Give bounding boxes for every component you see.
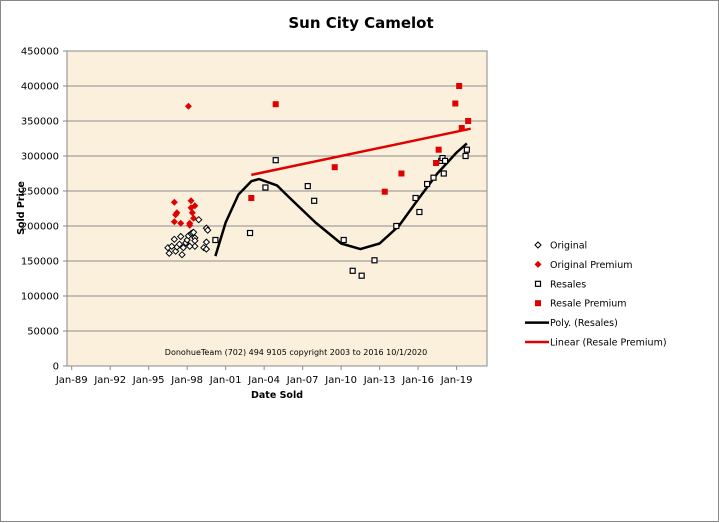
data-point-original-premium: [188, 209, 196, 217]
data-point-resales: [262, 184, 269, 191]
x-tick-label: Jan-13: [363, 375, 396, 386]
legend: Original Original Premium Resales Resale Pr…: [525, 241, 667, 349]
data-point-original: [202, 238, 211, 246]
data-point-resales: [212, 236, 219, 244]
data-point-resale-premium: [465, 118, 472, 124]
data-point-resale-premium: [398, 170, 405, 177]
data-point-resales: [393, 222, 400, 230]
y-tick-label: 450000: [21, 47, 59, 58]
data-point-original-premium: [190, 214, 198, 222]
data-point-original-premium: [170, 198, 178, 206]
data-point-resales: [272, 157, 279, 164]
data-point-resale-premium: [381, 188, 388, 195]
data-point-original-premium: [177, 219, 185, 227]
data-point-original-premium: [172, 211, 180, 219]
data-point-original: [177, 232, 185, 241]
data-point-resale-premium: [435, 146, 442, 153]
data-point-resale-premium: [456, 83, 463, 89]
legend-label: Linear (Resale Premium): [550, 338, 667, 349]
plot-area: [66, 50, 488, 367]
trendline-linear: [251, 127, 471, 177]
data-point-original: [186, 242, 194, 251]
y-tick-label: 350000: [21, 117, 59, 128]
data-point-original: [179, 243, 188, 252]
x-tick-label: Jan-16: [401, 375, 434, 386]
data-point-resales: [440, 170, 447, 177]
data-point-original: [189, 228, 198, 237]
data-point-resales: [311, 197, 318, 204]
y-tick-label: 300000: [21, 152, 59, 163]
data-point-original: [178, 250, 186, 259]
data-point-resales: [304, 183, 311, 190]
data-point-original: [191, 242, 199, 251]
legend-label: Resale Premium: [550, 299, 627, 310]
data-point-resales: [416, 208, 423, 216]
data-point-resales: [423, 180, 431, 188]
data-point-resales: [371, 257, 378, 264]
x-tick-label: Jan-10: [324, 375, 357, 386]
data-point-resale-premium: [331, 164, 338, 171]
data-point-original-premium: [170, 218, 178, 226]
x-axis-label: Date Sold: [251, 390, 303, 401]
x-tick-label: Jan-92: [93, 375, 126, 386]
legend-marker: [535, 300, 541, 307]
legend-label: Resales: [550, 279, 586, 290]
chart-title: Sun City Camelot: [288, 14, 433, 32]
y-tick-label: 400000: [21, 82, 59, 93]
data-point-original: [202, 245, 211, 253]
data-point-resales: [430, 174, 437, 181]
data-point-resales: [462, 152, 469, 160]
data-point-resale-premium: [458, 125, 465, 131]
legend-label: Original Premium: [550, 260, 632, 271]
legend-marker: [534, 260, 542, 268]
data-point-original: [170, 235, 179, 244]
x-tick-label: Jan-04: [247, 375, 280, 386]
data-point-resale-premium: [248, 195, 255, 201]
x-tick-label: Jan-89: [55, 375, 88, 386]
y-tick-label: 200000: [21, 222, 59, 233]
x-tick-label: Jan-95: [132, 375, 165, 386]
data-point-resales: [246, 229, 254, 237]
data-point-original-premium: [186, 221, 194, 229]
data-point-resales: [441, 157, 449, 164]
data-point-original-premium: [187, 197, 195, 205]
data-point-resales: [340, 236, 347, 244]
data-point-original-premium: [184, 102, 192, 110]
data-point-resales: [358, 272, 365, 279]
data-point-original: [203, 226, 212, 234]
copyright-annotation: DonohueTeam (702) 494 9105 copyright 200…: [165, 348, 427, 357]
y-tick-label: 250000: [21, 187, 59, 198]
data-point-original: [165, 249, 173, 258]
legend-marker: [534, 241, 542, 249]
y-axis-label: Sold Price: [16, 181, 27, 235]
x-tick-label: Jan-07: [286, 375, 319, 386]
data-point-resale-premium: [433, 160, 440, 166]
data-point-resales: [463, 146, 470, 153]
legend-label: Poly. (Resales): [550, 318, 618, 329]
y-tick-label: 50000: [27, 327, 59, 338]
x-tick-label: Jan-98: [170, 375, 203, 386]
y-tick-label: 100000: [21, 292, 59, 303]
x-tick-label: Jan-19: [440, 375, 473, 386]
data-point-resales: [412, 194, 419, 202]
data-point-original-premium: [191, 202, 199, 210]
y-tick-label: 150000: [21, 257, 59, 268]
legend-marker: [534, 280, 542, 287]
x-tick-label: Jan-01: [209, 375, 242, 386]
data-point-resale-premium: [272, 101, 279, 108]
data-point-original: [175, 240, 184, 248]
y-tick-label: 0: [53, 362, 59, 373]
data-point-original: [168, 242, 176, 251]
legend-label: Original: [550, 241, 587, 252]
data-point-resale-premium: [452, 100, 459, 107]
data-point-original: [195, 215, 203, 224]
data-point-resales: [349, 267, 356, 274]
